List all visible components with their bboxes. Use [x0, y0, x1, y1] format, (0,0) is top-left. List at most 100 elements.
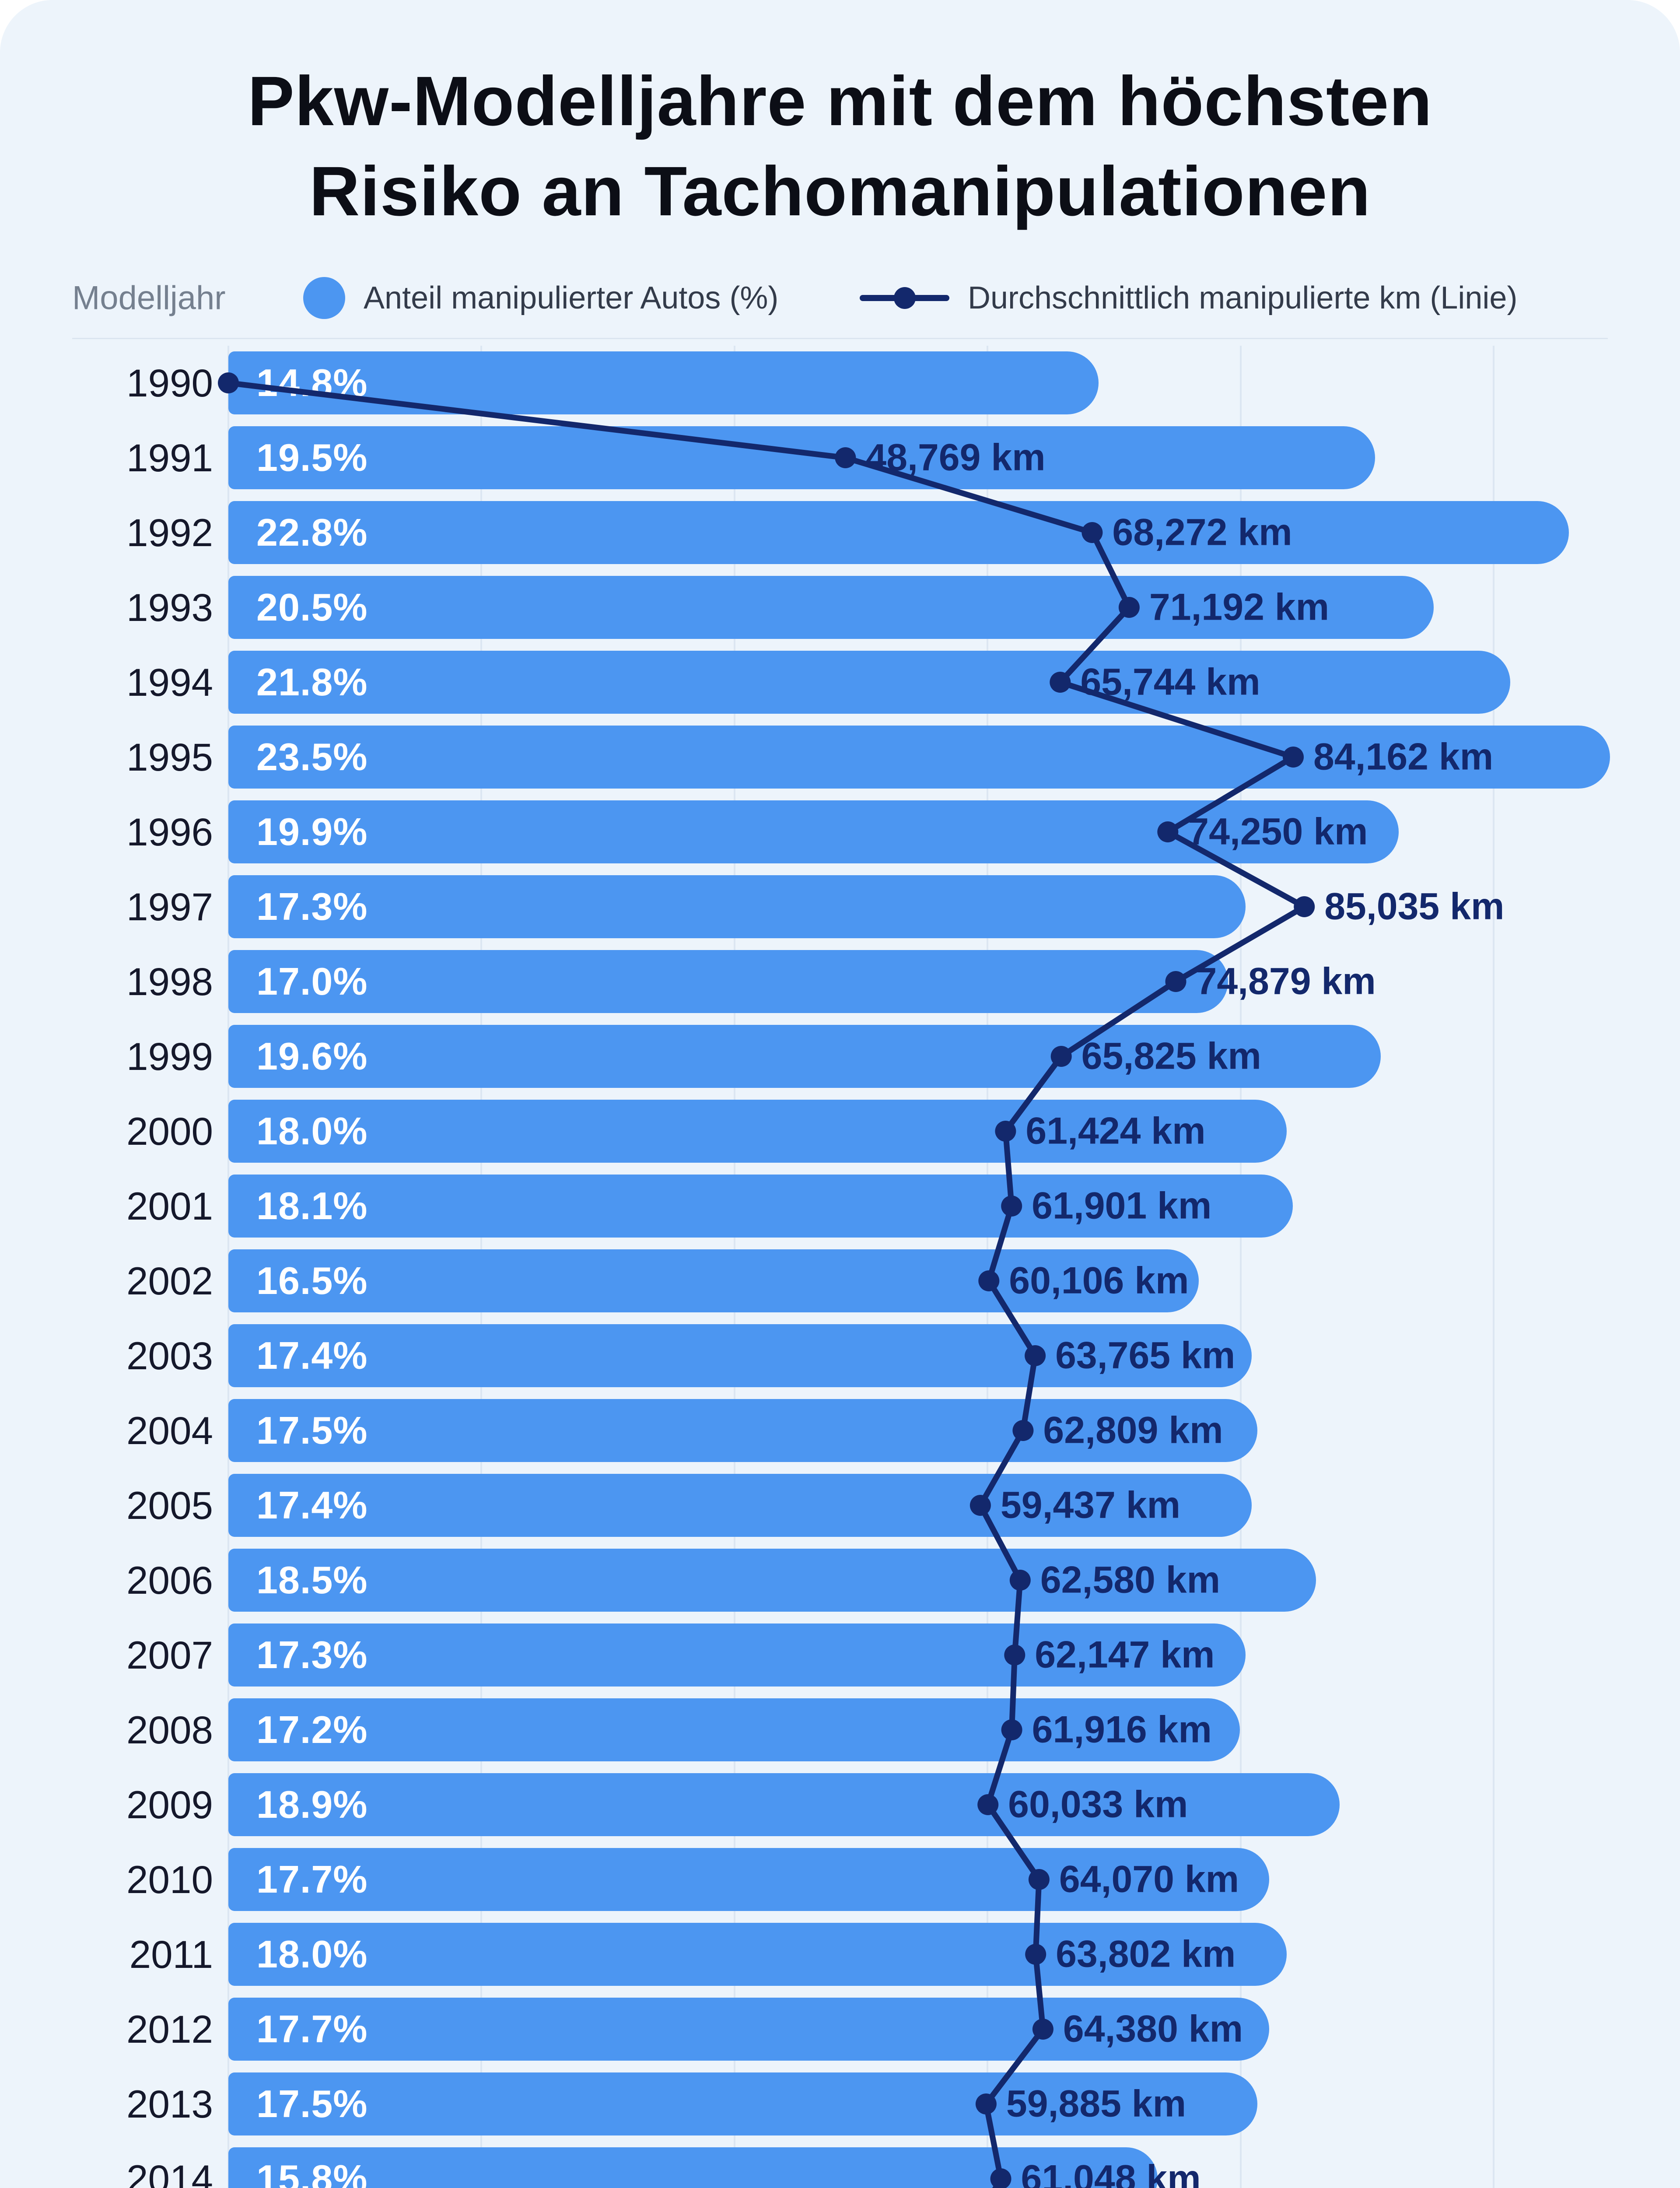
- bar-value-label: 18.9%: [256, 1783, 368, 1826]
- chart-area: 1990 14.8% 1991 19.5% 1992 22.8% 1993 20.5% 1994…: [0, 346, 1680, 2188]
- bar-value-label: 17.0%: [256, 960, 368, 1003]
- year-label: 2011: [129, 1932, 213, 1976]
- line-value-label: 59,885 km: [1006, 2083, 1186, 2125]
- line-value-label: 74,250 km: [1188, 810, 1368, 853]
- bar-value-label: 19.9%: [256, 810, 368, 853]
- legend-line-item: Durchschnittlich manipulierte km (Linie): [860, 280, 1517, 316]
- legend-divider: [72, 338, 1608, 339]
- line-value-label: 62,147 km: [1035, 1634, 1215, 1676]
- bar: 14.8%: [228, 351, 1099, 414]
- line-value-label: 64,070 km: [1059, 1858, 1239, 1900]
- year-label: 1999: [126, 1034, 213, 1078]
- line-value-label: 65,825 km: [1081, 1035, 1261, 1077]
- chart-row: 2011 18.0%: [0, 1923, 1680, 1986]
- page-title: Pkw-Modelljahre mit dem höchsten Risiko …: [0, 56, 1680, 237]
- bar-value-label: 18.5%: [256, 1558, 368, 1602]
- legend-line-label: Durchschnittlich manipulierte km (Linie): [968, 281, 1518, 316]
- bar-value-label: 17.4%: [256, 1334, 368, 1377]
- bar-value-label: 21.8%: [256, 660, 368, 704]
- line-value-label: 61,901 km: [1032, 1185, 1212, 1227]
- line-value-label: 48,769 km: [865, 436, 1046, 479]
- chart-row: 2008 17.2%: [0, 1698, 1680, 1761]
- chart-row: 2000 18.0%: [0, 1100, 1680, 1163]
- legend-axis-label: Modelljahr: [72, 279, 226, 317]
- legend: Modelljahr Anteil manipulierter Autos (%…: [72, 274, 1608, 322]
- line-value-label: 64,380 km: [1063, 2008, 1243, 2050]
- bar: 17.3%: [228, 875, 1246, 938]
- bar-value-label: 18.0%: [256, 1932, 368, 1976]
- line-value-label: 60,033 km: [1008, 1783, 1188, 1826]
- year-label: 2001: [126, 1184, 213, 1228]
- line-value-label: 61,048 km: [1021, 2157, 1201, 2188]
- year-label: 2005: [126, 1483, 213, 1527]
- year-label: 2012: [126, 2007, 213, 2051]
- line-value-label: 84,162 km: [1313, 736, 1494, 778]
- bar-value-label: 19.5%: [256, 436, 368, 479]
- year-label: 1994: [126, 660, 213, 704]
- line-value-label: 61,916 km: [1032, 1708, 1212, 1751]
- chart-row: 2004 17.5%: [0, 1399, 1680, 1462]
- bar-value-label: 22.8%: [256, 511, 368, 554]
- bar-value-label: 16.5%: [256, 1259, 368, 1302]
- line-value-label: 59,437 km: [1000, 1484, 1181, 1526]
- chart-row: 2007 17.3%: [0, 1623, 1680, 1687]
- year-label: 2014: [126, 2157, 213, 2188]
- year-label: 2007: [126, 1633, 213, 1677]
- year-label: 1995: [126, 735, 213, 779]
- bar-value-label: 17.3%: [256, 1633, 368, 1676]
- year-label: 2006: [126, 1558, 213, 1602]
- bar-value-label: 19.6%: [256, 1034, 368, 1078]
- bar-value-label: 14.8%: [256, 361, 368, 404]
- chart-row: 2002 16.5%: [0, 1249, 1680, 1312]
- bar-value-label: 17.3%: [256, 885, 368, 928]
- bar-value-label: 20.5%: [256, 586, 368, 629]
- chart-row: 2009 18.9%: [0, 1773, 1680, 1836]
- chart-row: 1993 20.5%: [0, 576, 1680, 639]
- year-label: 1998: [126, 960, 213, 1003]
- chart-row: 2005 17.4%: [0, 1474, 1680, 1537]
- line-value-label: 65,744 km: [1080, 661, 1260, 703]
- chart-row: 1990 14.8%: [0, 351, 1680, 414]
- bar: 22.8%: [228, 501, 1569, 564]
- year-label: 2004: [126, 1409, 213, 1452]
- chart-row: 1991 19.5%: [0, 426, 1680, 489]
- bar: 21.8%: [228, 651, 1510, 714]
- chart-row: 2003 17.4%: [0, 1324, 1680, 1387]
- year-label: 2010: [126, 1858, 213, 1901]
- line-value-label: 74,879 km: [1196, 960, 1376, 1003]
- year-label: 2000: [126, 1109, 213, 1153]
- bar-value-label: 17.7%: [256, 1858, 368, 1901]
- chart-row: 2012 17.7%: [0, 1998, 1680, 2061]
- bar-value-label: 23.5%: [256, 735, 368, 778]
- chart-row: 1994 21.8%: [0, 651, 1680, 714]
- year-label: 2013: [126, 2082, 213, 2126]
- line-value-label: 63,765 km: [1055, 1334, 1236, 1377]
- year-label: 2003: [126, 1334, 213, 1378]
- line-value-label: 62,580 km: [1040, 1559, 1221, 1601]
- line-value-label: 62,809 km: [1043, 1409, 1223, 1452]
- bar-value-label: 18.1%: [256, 1184, 368, 1227]
- page-title-line-2: Risiko an Tachomanipulationen: [309, 152, 1371, 231]
- chart-row: 2006 18.5%: [0, 1549, 1680, 1612]
- chart-row: 1992 22.8%: [0, 501, 1680, 564]
- bar-value-label: 15.8%: [256, 2157, 368, 2188]
- bar-value-label: 17.2%: [256, 1708, 368, 1751]
- line-value-label: 63,802 km: [1056, 1933, 1236, 1975]
- line-series-swatch-icon: [860, 287, 949, 309]
- bar-value-label: 17.5%: [256, 1409, 368, 1452]
- bar: 19.5%: [228, 426, 1375, 489]
- bar-value-label: 17.5%: [256, 2082, 368, 2125]
- bar-value-label: 18.0%: [256, 1109, 368, 1153]
- year-label: 1993: [126, 586, 213, 629]
- bar: 15.8%: [228, 2147, 1158, 2188]
- bar-series-swatch-icon: [303, 277, 345, 319]
- chart-row: 1996 19.9%: [0, 800, 1680, 863]
- chart-row: 2010 17.7%: [0, 1848, 1680, 1911]
- year-label: 1990: [126, 361, 213, 405]
- bar-value-label: 17.4%: [256, 1483, 368, 1527]
- page-title-line-1: Pkw-Modelljahre mit dem höchsten: [247, 62, 1432, 140]
- year-label: 2009: [126, 1783, 213, 1827]
- legend-bar-item: Anteil manipulierter Autos (%): [303, 277, 778, 319]
- chart-row: 1998 17.0%: [0, 950, 1680, 1013]
- year-label: 1997: [126, 885, 213, 929]
